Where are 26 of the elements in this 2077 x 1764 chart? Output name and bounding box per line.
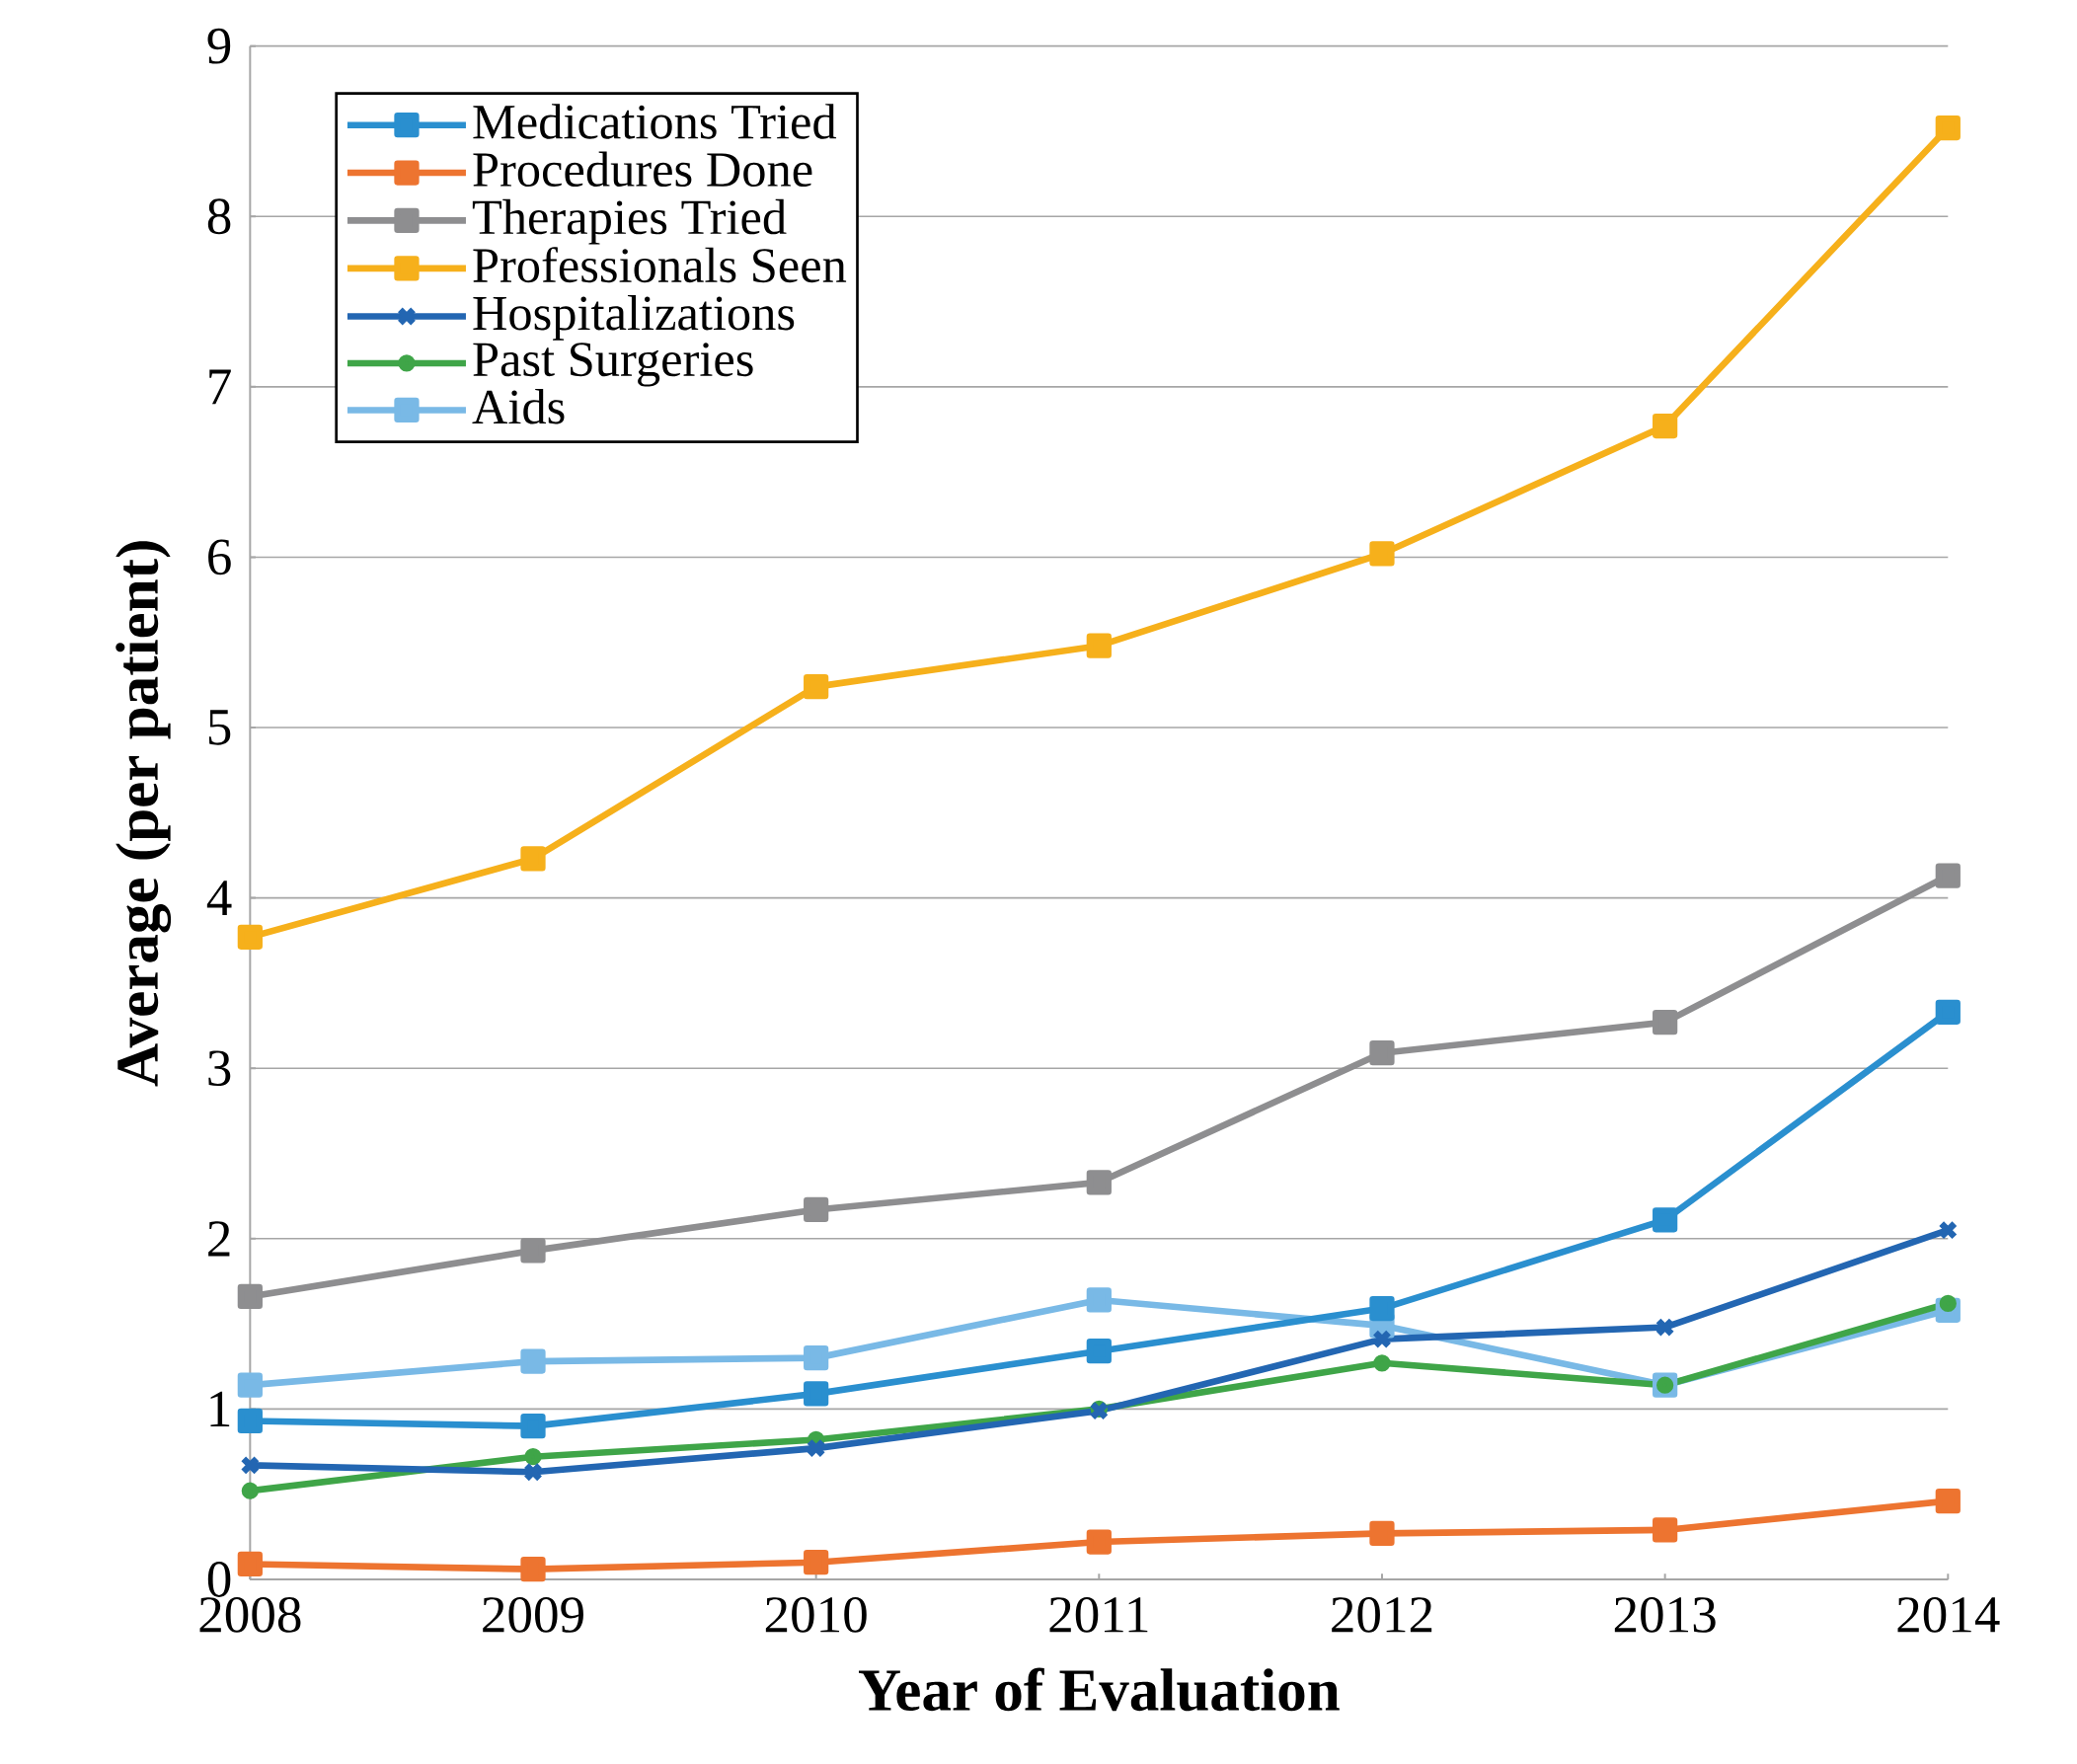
legend-label: Procedures Done bbox=[473, 151, 812, 188]
y-tick-label: 8 bbox=[207, 198, 231, 235]
y-tick-label: 0 bbox=[207, 1562, 231, 1598]
x-tick-label: 2013 bbox=[1614, 1597, 1716, 1633]
x-tick-label: 2012 bbox=[1332, 1597, 1432, 1633]
legend-label: Aids bbox=[472, 389, 565, 424]
y-tick-label: 5 bbox=[208, 710, 231, 745]
x-tick-label: 2008 bbox=[199, 1597, 301, 1633]
y-tick-label: 9 bbox=[207, 29, 231, 64]
x-tick-label: 2009 bbox=[483, 1597, 583, 1633]
legend-label: Past Surgeries bbox=[473, 343, 753, 387]
y-tick-label: 6 bbox=[208, 539, 231, 575]
x-tick-label: 2014 bbox=[1897, 1597, 2000, 1633]
y-tick-label: 1 bbox=[210, 1392, 230, 1427]
y-axis-title: Average (per patient) bbox=[115, 541, 172, 1087]
x-axis-title: Year of Evaluation bbox=[858, 1667, 1340, 1712]
y-tick-label: 3 bbox=[208, 1050, 231, 1087]
legend-label: Medications Tried bbox=[473, 104, 837, 139]
legend-label: Hospitalizations bbox=[473, 295, 795, 341]
y-tick-label: 4 bbox=[206, 881, 232, 916]
y-tick-label: 2 bbox=[208, 1221, 230, 1257]
y-tick-label: 7 bbox=[209, 369, 231, 405]
legend-label: Professionals Seen bbox=[473, 247, 847, 283]
x-tick-label: 2011 bbox=[1049, 1597, 1148, 1633]
x-tick-label: 2010 bbox=[765, 1597, 867, 1633]
legend-label: Therapies Tried bbox=[472, 199, 787, 245]
